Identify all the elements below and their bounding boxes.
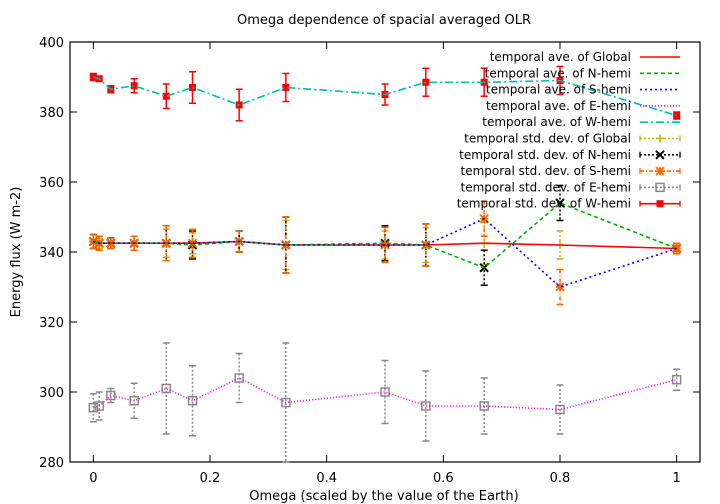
y-axis-label: Energy flux (W m-2)	[9, 187, 24, 318]
series-line	[93, 76, 677, 117]
data-point	[656, 134, 664, 143]
y-tick-label: 280	[39, 456, 64, 471]
data-point	[187, 396, 198, 406]
data-point	[555, 282, 565, 292]
legend-label: temporal ave. of Global	[490, 50, 631, 64]
legend: temporal ave. of Global temporal ave. of …	[457, 50, 681, 211]
y-tick-label: 340	[39, 246, 64, 261]
x-tick-label: 0.6	[433, 471, 454, 486]
data-point	[129, 396, 139, 406]
data-point	[655, 182, 665, 193]
data-point	[282, 84, 290, 91]
legend-label: temporal ave. of E-hemi	[486, 99, 631, 113]
data-point	[189, 84, 196, 91]
y-tick-label: 320	[39, 316, 64, 331]
y-tick-label: 380	[39, 106, 64, 121]
data-point	[655, 166, 665, 176]
x-axis-label: Omega (scaled by the value of the Earth)	[249, 489, 518, 504]
data-point	[130, 82, 138, 90]
x-tick-label: 0.8	[550, 471, 571, 486]
y-tick-label: 300	[39, 386, 64, 401]
data-point	[671, 375, 682, 385]
series-lines	[93, 76, 677, 411]
data-point	[106, 390, 116, 401]
series-line	[93, 217, 677, 288]
data-point	[88, 403, 99, 413]
legend-label: temporal ave. of W-hemi	[482, 115, 631, 129]
data-point	[655, 150, 665, 160]
data-point	[162, 92, 170, 100]
data-point	[234, 373, 244, 383]
legend-label: temporal std. dev. of Global	[464, 132, 631, 146]
legend-label: temporal std. dev. of S-hemi	[460, 164, 631, 178]
legend-label: temporal ave. of N-hemi	[485, 66, 631, 80]
legend-label: temporal std. dev. of N-hemi	[459, 148, 631, 162]
series-line	[93, 377, 677, 411]
y-tick-label: 400	[39, 36, 64, 51]
legend-label: temporal ave. of S-hemi	[486, 83, 631, 97]
x-tick-label: 0	[89, 471, 97, 486]
x-axis: 0 0.2 0.4 0.6 0.8 1	[89, 42, 681, 486]
y-axis: 280 300 320 340 360 380 400	[39, 36, 700, 471]
chart-title: Omega dependence of spacial averaged OLR	[237, 13, 531, 28]
x-tick-label: 1	[673, 471, 681, 486]
data-point	[94, 401, 104, 411]
legend-label: temporal std. dev. of W-hemi	[457, 197, 631, 211]
series-line	[93, 202, 677, 269]
y-tick-label: 360	[39, 176, 64, 191]
x-tick-label: 0.4	[316, 471, 337, 486]
data-point	[656, 200, 664, 208]
x-tick-label: 0.2	[200, 471, 221, 486]
data-point	[281, 397, 291, 408]
data-point	[479, 401, 489, 411]
legend-label: temporal std. dev. of E-hemi	[461, 180, 631, 194]
data-point	[161, 383, 171, 394]
